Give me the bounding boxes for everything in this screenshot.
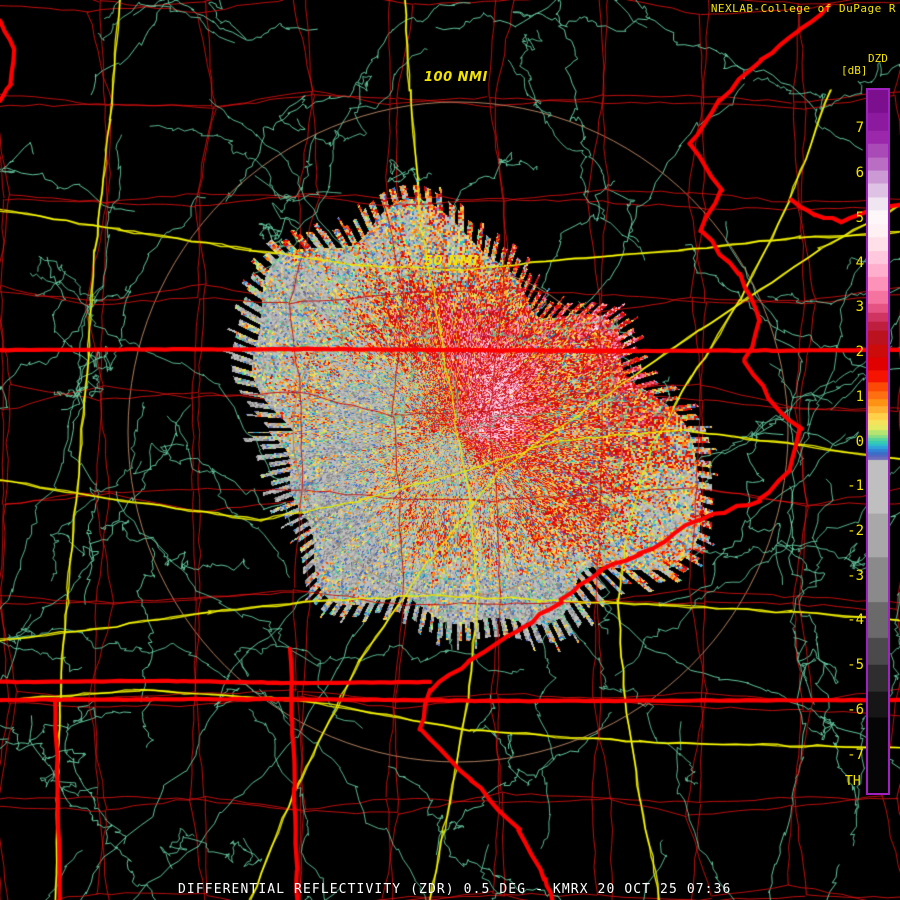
colorbar-tick-1: 6 [855,165,864,182]
colorbar-tick-10: -3 [847,567,864,584]
colorbar-tick-12: -5 [847,657,864,674]
colorbar-tick-14: -7 [847,746,864,763]
colorbar-tick-8: -1 [847,478,864,495]
colorbar-tick-3: 4 [855,254,864,271]
colorbar-tick-7: 0 [855,433,864,450]
colorbar-bottom-label: TH [845,774,861,789]
colorbar-tick-5: 2 [855,344,864,360]
colorbar-tick-9: -2 [847,522,864,539]
colorbar-tick-11: -4 [847,612,864,629]
range-ring-label-100nmi: 100 NMI [424,70,488,85]
colorbar [866,88,890,795]
colorbar-tick-13: -6 [847,701,864,718]
range-ring-label-50nmi: 50 NMI [424,254,479,269]
provider-credit: NEXLAB-College of DuPage R [710,2,896,15]
colorbar-tick-0: 7 [855,120,864,137]
colorbar-gradient [868,90,888,793]
colorbar-tick-4: 3 [855,299,864,316]
product-caption: DIFFERENTIAL REFLECTIVITY (ZDR) 0.5 DEG … [178,882,732,897]
colorbar-title: DZD [868,52,888,65]
colorbar-tick-6: 1 [855,388,864,405]
colorbar-tick-2: 5 [855,209,864,226]
colorbar-units: [dB] [841,64,868,77]
